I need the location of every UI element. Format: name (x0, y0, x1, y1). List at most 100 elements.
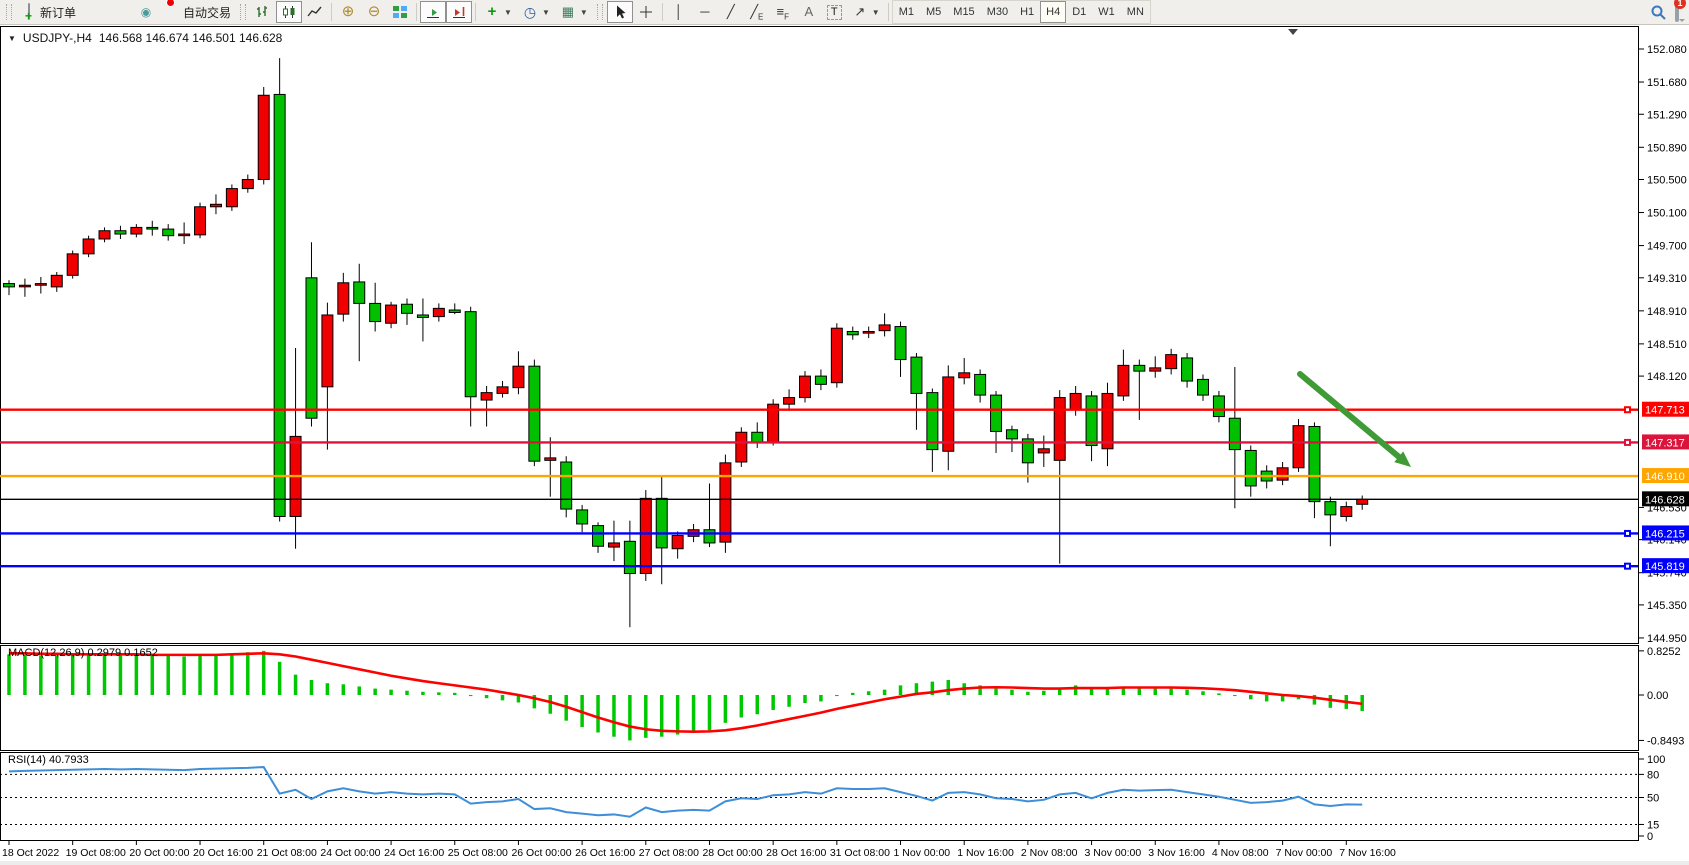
svg-text:146.215: 146.215 (1645, 528, 1685, 540)
down-arrow-annotation[interactable] (1297, 371, 1411, 467)
timeframe-bar: M1 M5 M15 M30 H1 H4 D1 W1 MN (891, 0, 1151, 24)
chart-title: ▼ USDJPY-,H4 146.568 146.674 146.501 146… (8, 31, 282, 45)
svg-text:147.713: 147.713 (1645, 405, 1685, 417)
line-chart-button[interactable] (302, 1, 328, 23)
arrows-tool[interactable]: ↗ ▼ (847, 1, 885, 23)
arrows-icon: ↗ (854, 4, 866, 19)
tab-m30[interactable]: M30 (986, 6, 1009, 18)
svg-text:25 Oct 08:00: 25 Oct 08:00 (448, 847, 508, 859)
market-watch-button[interactable] (81, 1, 107, 23)
crosshair-button[interactable] (633, 1, 659, 23)
svg-text:18 Oct 2022: 18 Oct 2022 (2, 847, 59, 859)
svg-text:147.317: 147.317 (1645, 437, 1685, 449)
chevron-down-icon: ▼ (871, 7, 880, 17)
svg-text:146.910: 146.910 (1645, 471, 1685, 483)
toolbar-grip[interactable] (596, 4, 603, 20)
tab-m5[interactable]: M5 (926, 6, 942, 18)
tile-windows-button[interactable] (387, 1, 413, 23)
text-icon: A (804, 4, 814, 19)
svg-text:26 Oct 00:00: 26 Oct 00:00 (511, 847, 571, 859)
svg-text:3 Nov 00:00: 3 Nov 00:00 (1085, 847, 1142, 859)
symbol-period-label: USDJPY-,H4 (22, 31, 92, 45)
tab-w1[interactable]: W1 (1098, 6, 1115, 18)
tab-d1[interactable]: D1 (1072, 6, 1087, 18)
chart-shift-button[interactable] (446, 1, 473, 23)
cursor-icon (616, 5, 626, 19)
toolbar: 新订单 ◉ 自动交易 ⊕ ⊖ (0, 0, 1689, 25)
tab-m15[interactable]: M15 (953, 6, 975, 18)
candlestick-chart-button[interactable] (276, 1, 303, 23)
svg-text:7 Nov 16:00: 7 Nov 16:00 (1339, 847, 1396, 859)
templates-button[interactable]: ▦ ▼ (555, 1, 593, 23)
time-axis[interactable]: 18 Oct 2022 19 Oct 08:00 20 Oct 00:00 20 Oc… (2, 841, 1396, 859)
channel-tool[interactable]: ╱E (744, 1, 770, 23)
tab-h4[interactable]: H4 (1040, 1, 1067, 23)
svg-text:28 Oct 00:00: 28 Oct 00:00 (702, 847, 762, 859)
svg-text:28 Oct 16:00: 28 Oct 16:00 (766, 847, 826, 859)
autotrading-label: 自动交易 (183, 5, 232, 20)
tab-h1[interactable]: H1 (1020, 6, 1035, 18)
zoom-in-button[interactable]: ⊕ (335, 1, 361, 23)
rsi-label: RSI(14) 40.7933 (8, 754, 89, 766)
svg-text:50: 50 (1647, 793, 1659, 805)
chevron-down-icon: ▼ (579, 7, 588, 17)
macd-label: MACD(12,26,9) 0.2979 0.1652 (8, 647, 158, 659)
svg-text:0: 0 (1647, 831, 1653, 843)
data-window-button[interactable] (107, 1, 133, 23)
new-order-button[interactable]: 新订单 (16, 1, 81, 23)
vertical-line-tool[interactable]: │ (666, 1, 692, 23)
text-label-tool[interactable]: T (822, 1, 847, 23)
bar-chart-button[interactable] (250, 1, 276, 23)
autotrading-button[interactable]: 自动交易 (159, 1, 236, 23)
tab-mn[interactable]: MN (1126, 6, 1144, 18)
notifications-button[interactable]: 1 (1674, 0, 1686, 22)
svg-text:148.910: 148.910 (1647, 306, 1687, 318)
channel-icon: ╱E (750, 4, 764, 22)
rsi-line (8, 766, 1363, 818)
candlestick-series (3, 58, 1369, 628)
price-axis[interactable]: 152.080 151.680 151.290 150.890 150.500 150.1… (1639, 44, 1687, 645)
toolbar-grip[interactable] (240, 4, 247, 20)
svg-text:0.00: 0.00 (1647, 690, 1668, 702)
template-icon: ▦ (561, 4, 575, 19)
svg-text:100: 100 (1647, 754, 1665, 766)
svg-text:1 Nov 00:00: 1 Nov 00:00 (894, 847, 951, 859)
line-chart-icon (307, 6, 322, 17)
fibonacci-tool[interactable]: ≡F (770, 1, 796, 23)
svg-text:150.100: 150.100 (1647, 208, 1687, 220)
svg-text:0.8252: 0.8252 (1647, 646, 1681, 658)
horizontal-lines[interactable]: 147.713 147.317 146.910 146.628 146.215 145.8… (0, 401, 1689, 574)
new-order-label: 新订单 (40, 5, 77, 20)
search-icon[interactable] (1650, 4, 1667, 21)
ohlc-values: 146.568 146.674 146.501 146.628 (98, 31, 283, 45)
trendline-tool[interactable]: ╱ (718, 1, 744, 23)
svg-text:-0.8493: -0.8493 (1647, 735, 1684, 747)
one-click-trading-arrow[interactable]: ▼ (8, 33, 16, 43)
svg-text:150.890: 150.890 (1647, 142, 1687, 154)
signal-icon: ◉ (140, 5, 152, 19)
navigator-button[interactable]: ◉ (133, 1, 159, 23)
clock-icon: ◷ (523, 4, 537, 20)
svg-text:80: 80 (1647, 769, 1659, 781)
svg-text:146.628: 146.628 (1645, 494, 1685, 506)
horizontal-line-tool[interactable]: ─ (692, 1, 718, 23)
auto-scroll-icon (427, 9, 440, 18)
zoom-in-icon: ⊕ (341, 3, 355, 20)
add-indicator-button[interactable]: + ▼ (479, 1, 517, 23)
periods-button[interactable]: ◷ ▼ (517, 1, 555, 23)
chevron-down-icon: ▼ (541, 7, 550, 17)
svg-text:31 Oct 08:00: 31 Oct 08:00 (830, 847, 890, 859)
tab-m1[interactable]: M1 (898, 6, 914, 18)
svg-text:15: 15 (1647, 819, 1659, 831)
text-tool[interactable]: A (796, 1, 822, 23)
crosshair-icon (639, 6, 652, 18)
svg-text:152.080: 152.080 (1647, 44, 1687, 56)
trendline-icon: ╱ (726, 4, 735, 19)
zoom-out-button[interactable]: ⊖ (361, 1, 387, 23)
svg-text:151.290: 151.290 (1647, 109, 1687, 121)
chart-shift-marker[interactable] (1288, 29, 1298, 35)
toolbar-grip[interactable] (6, 4, 12, 20)
auto-scroll-button[interactable] (420, 1, 447, 23)
cursor-button[interactable] (606, 1, 633, 23)
